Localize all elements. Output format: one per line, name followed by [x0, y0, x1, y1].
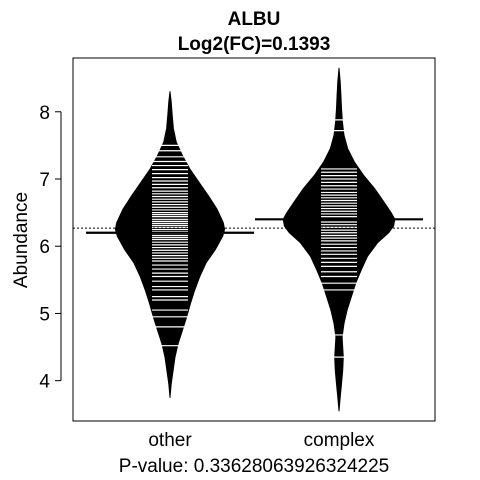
- y-axis: 4 5 6 7 8: [39, 103, 62, 393]
- x-axis: other complex: [148, 430, 375, 451]
- plot-frame: [72, 57, 436, 422]
- bean-complex: [282, 67, 396, 412]
- x-axis-label: P-value: 0.33628063926324225: [119, 456, 389, 477]
- y-tick-label: 4: [39, 372, 50, 393]
- y-tick-label: 5: [39, 304, 50, 325]
- y-tick-label: 7: [39, 170, 50, 191]
- x-tick-label-complex: complex: [304, 430, 375, 451]
- observations-layer: [152, 119, 357, 358]
- y-tick-label: 6: [39, 237, 50, 258]
- y-axis-label: Abundance: [11, 192, 32, 288]
- median-lines-layer: [86, 218, 423, 234]
- chart-title: ALBU: [228, 9, 281, 30]
- chart-subtitle: Log2(FC)=0.1393: [178, 34, 331, 55]
- y-tick-label: 8: [39, 103, 50, 124]
- x-tick-label-other: other: [148, 430, 192, 451]
